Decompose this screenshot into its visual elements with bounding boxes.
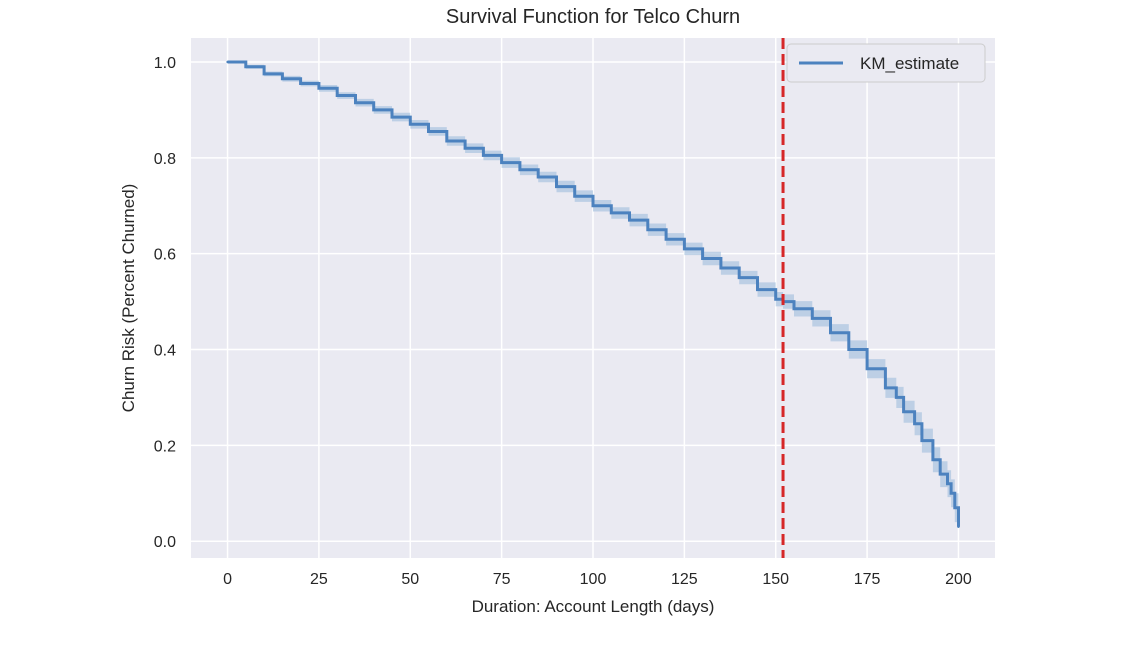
km-estimate-point: [591, 204, 595, 207]
km-estimate-point: [811, 317, 814, 320]
x-tick-labels: 0 25 50 75 100 125 150 175 200: [223, 571, 972, 588]
x-tick-label: 75: [493, 571, 511, 588]
y-tick-label: 1.0: [154, 55, 176, 72]
km-estimate-point: [518, 168, 522, 171]
y-tick-label: 0.0: [154, 534, 176, 551]
km-estimate-point: [646, 228, 650, 231]
km-estimate-point: [913, 422, 916, 426]
km-estimate-point: [792, 307, 796, 310]
km-estimate-point: [281, 77, 284, 80]
km-estimate-point: [756, 288, 759, 291]
x-tick-label: 150: [762, 571, 789, 588]
km-estimate-point: [719, 266, 723, 270]
x-tick-label: 50: [401, 571, 419, 588]
y-tick-label: 0.8: [154, 151, 176, 168]
km-estimate-point: [299, 82, 302, 85]
km-estimate-point: [427, 130, 430, 133]
km-estimate-point: [536, 175, 540, 179]
km-estimate-point: [409, 123, 412, 126]
legend: KM_estimate: [786, 43, 986, 83]
y-axis-label: Churn Risk (Percent Churned): [119, 184, 138, 413]
series-lines: [226, 60, 960, 529]
km-estimate-point: [895, 396, 898, 399]
km-estimate-point: [865, 367, 869, 370]
x-tick-label: 175: [854, 571, 881, 588]
x-tick-label: 100: [580, 571, 607, 588]
km-estimate-point: [683, 247, 686, 251]
km-estimate-point: [372, 108, 375, 112]
km-estimate-point: [664, 238, 668, 241]
km-estimate-point: [573, 194, 576, 198]
km-estimate-point: [884, 386, 887, 390]
x-tick-label: 200: [945, 571, 972, 588]
km-estimate-point: [354, 101, 357, 104]
x-tick-label: 25: [310, 571, 328, 588]
km-estimate-point: [445, 139, 449, 143]
km-estimate-point: [953, 506, 956, 509]
km-estimate-point: [555, 185, 558, 188]
km-estimate-point: [500, 161, 503, 164]
km-estimate-point: [226, 60, 229, 64]
km-estimate-point: [701, 257, 704, 260]
y-tick-label: 0.4: [154, 343, 176, 360]
km-estimate-point: [244, 65, 248, 68]
km-estimate-point: [938, 472, 942, 476]
km-estimate-point: [262, 72, 266, 76]
confidence-band: [227, 62, 959, 542]
km-estimate-point: [774, 297, 777, 301]
km-estimate-point: [902, 410, 905, 414]
km-estimate-point: [317, 87, 321, 90]
y-tick-labels: 0.0 0.2 0.4 0.6 0.8 1.0: [154, 55, 176, 551]
x-tick-label: 125: [671, 571, 698, 588]
legend-box: [786, 43, 986, 83]
km-estimate-point: [920, 439, 924, 442]
x-axis-label: Duration: Account Length (days): [472, 597, 715, 616]
km-estimate-point: [737, 276, 741, 279]
y-tick-label: 0.6: [154, 247, 176, 264]
km-estimate-point: [335, 94, 339, 97]
chart-title: Survival Function for Telco Churn: [446, 6, 740, 28]
km-estimate-point: [957, 525, 960, 529]
km-estimate-point: [829, 331, 832, 334]
km-estimate-point: [463, 147, 467, 150]
km-estimate-line: [227, 60, 960, 527]
km-estimate-point: [390, 115, 394, 119]
km-estimate-point: [949, 492, 953, 495]
km-estimate-point: [628, 218, 631, 222]
ci-band: [227, 62, 959, 542]
km-estimate-point: [847, 348, 851, 351]
km-estimate-point: [946, 482, 949, 485]
legend-label: KM_estimate: [860, 54, 959, 73]
y-tick-label: 0.2: [154, 438, 176, 455]
km-estimate-point: [610, 211, 613, 215]
x-tick-label: 0: [223, 571, 232, 588]
km-estimate-point: [482, 154, 485, 157]
km-estimate-point: [931, 458, 935, 461]
